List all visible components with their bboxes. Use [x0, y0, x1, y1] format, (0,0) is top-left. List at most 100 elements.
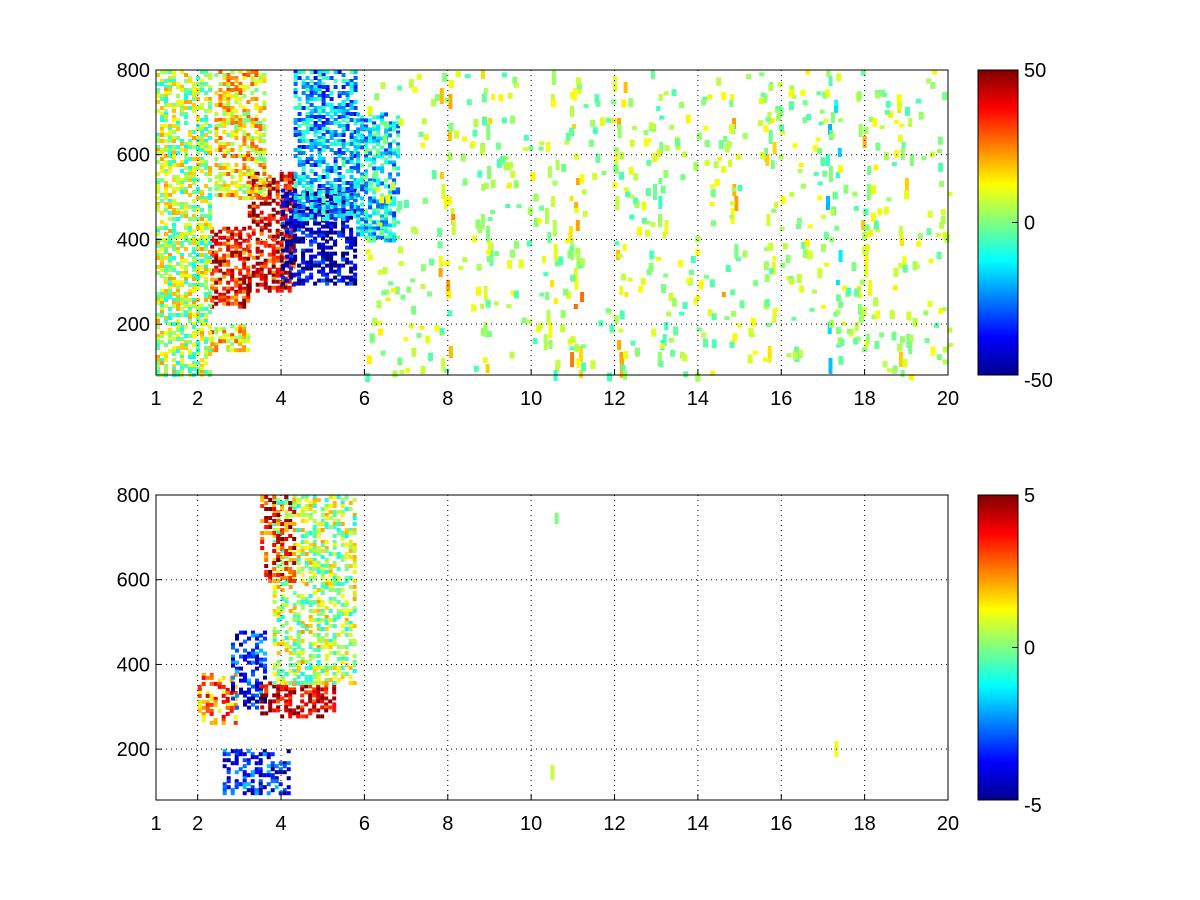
heatmap-cell [317, 91, 322, 95]
heatmap-cell [267, 213, 272, 218]
heatmap-cell [679, 351, 685, 359]
heatmap-cell [300, 705, 305, 710]
heatmap-cell [305, 145, 310, 149]
x-tick-label: 1 [150, 388, 161, 410]
heatmap-cell [372, 208, 377, 213]
heatmap-cell [313, 178, 318, 182]
heatmap-cell [184, 100, 188, 104]
heatmap-cell [304, 624, 309, 628]
heatmap-cell [320, 603, 325, 607]
heatmap-cell [235, 693, 239, 698]
heatmap-cell [710, 220, 716, 227]
heatmap-cell [324, 645, 329, 649]
heatmap-cell [304, 495, 309, 499]
heatmap-cell [200, 127, 204, 131]
heatmap-cell [180, 241, 184, 245]
heatmap-cell [312, 534, 317, 538]
heatmap-cell [324, 561, 329, 565]
heatmap-cell [209, 696, 214, 701]
heatmap-cell [313, 239, 318, 244]
heatmap-cell [285, 197, 290, 202]
heatmap-cell [200, 214, 204, 218]
heatmap-cell [333, 118, 338, 122]
heatmap-cell [184, 97, 188, 101]
heatmap-cell [392, 220, 397, 225]
heatmap-cell [160, 244, 164, 248]
heatmap-cell [160, 151, 164, 155]
heatmap-cell [317, 136, 322, 140]
heatmap-cell [397, 201, 403, 210]
heatmap-cell [200, 139, 204, 143]
heatmap-cell [288, 699, 293, 704]
heatmap-cell [372, 232, 377, 237]
heatmap-cell [200, 283, 204, 287]
heatmap-cell [776, 113, 782, 121]
heatmap-cell [356, 154, 361, 159]
heatmap-cell [254, 767, 259, 772]
heatmap-cell [164, 163, 168, 167]
heatmap-cell [272, 549, 277, 553]
heatmap-cell [270, 776, 275, 781]
heatmap-cell [296, 666, 301, 670]
heatmap-cell [250, 76, 255, 80]
heatmap-cell [669, 124, 675, 130]
heatmap-cell [703, 338, 708, 348]
heatmap-cell [208, 172, 212, 176]
heatmap-cell [192, 274, 196, 278]
heatmap-cell [352, 561, 357, 565]
heatmap-cell [345, 142, 350, 146]
heatmap-cell [283, 270, 288, 275]
heatmap-cell [864, 224, 870, 231]
heatmap-cell [891, 331, 897, 341]
heatmap-cell [284, 495, 289, 499]
heatmap-cell [332, 618, 337, 622]
heatmap-cell [234, 97, 239, 101]
heatmap-cell [200, 238, 204, 242]
heatmap-cell [255, 204, 260, 209]
heatmap-cell [292, 591, 297, 595]
heatmap-cell [208, 130, 212, 134]
heatmap-cell [292, 498, 297, 502]
heatmap-cell [231, 660, 235, 665]
heatmap-cell [293, 218, 298, 223]
heatmap-cell [160, 265, 164, 269]
heatmap-cell [208, 310, 212, 314]
heatmap-cell [341, 73, 346, 77]
heatmap-cell [246, 339, 251, 344]
heatmap-cell [835, 280, 840, 285]
heatmap-cell [443, 196, 448, 209]
heatmap-cell [184, 292, 188, 296]
heatmap-cell [222, 333, 227, 338]
heatmap-cell [230, 301, 235, 306]
heatmap-cell [234, 79, 239, 83]
heatmap-cell [936, 354, 942, 361]
heatmap-cell [246, 782, 251, 787]
heatmap-cell [218, 339, 223, 344]
colorbar-tick-label: 5 [1024, 485, 1035, 507]
heatmap-cell [312, 549, 317, 553]
heatmap-cell [222, 235, 227, 240]
heatmap-cell [192, 301, 196, 305]
heatmap-cell [246, 758, 251, 763]
heatmap-cell [300, 708, 305, 713]
heatmap-cell [300, 528, 305, 532]
heatmap-cell [388, 238, 393, 243]
heatmap-cell [242, 301, 247, 306]
heatmap-cell [301, 202, 306, 206]
heatmap-cell [192, 259, 196, 263]
heatmap-cell [312, 702, 317, 707]
heatmap-cell [320, 696, 325, 701]
heatmap-cell [341, 214, 346, 218]
heatmap-cell [742, 250, 748, 258]
heatmap-cell [156, 337, 160, 341]
heatmap-cell [558, 256, 564, 266]
heatmap-cell [255, 171, 260, 176]
heatmap-cell [209, 711, 214, 716]
heatmap-cell [325, 194, 330, 199]
heatmap-cell [176, 208, 180, 212]
heatmap-cell [760, 92, 766, 98]
heatmap-cell [376, 133, 381, 138]
heatmap-cell [619, 310, 625, 320]
heatmap-cell [312, 528, 317, 532]
heatmap-cell [888, 110, 893, 118]
